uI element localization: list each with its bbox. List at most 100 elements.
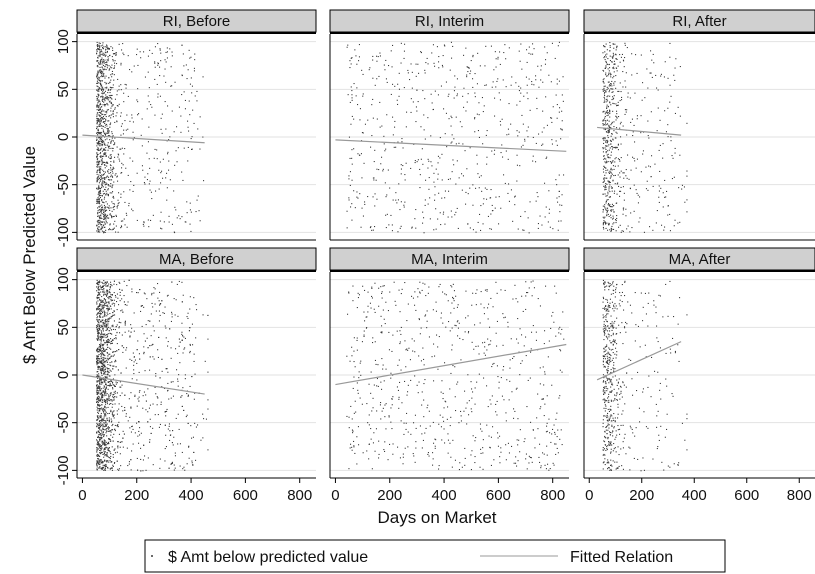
data-point [555,418,557,420]
data-point [138,371,140,373]
data-point [121,49,123,51]
data-point [113,462,115,464]
data-point [491,395,493,397]
data-point [490,297,492,299]
data-point [107,322,109,324]
data-point [447,406,449,408]
data-point [607,145,609,147]
data-point [603,82,605,84]
data-point [610,83,612,85]
data-point [106,443,108,445]
data-point [98,461,100,463]
data-point [444,45,446,47]
data-point [99,136,101,138]
data-point [163,221,165,223]
data-point [670,95,672,97]
data-point [108,449,110,451]
data-point [104,223,106,225]
data-point [106,334,108,336]
data-point [132,160,134,162]
data-point [607,68,609,70]
data-point [108,291,110,293]
data-point [470,60,472,62]
data-point [478,114,480,116]
data-point [457,227,459,229]
data-point [99,455,101,457]
data-point [101,354,103,356]
data-point [181,339,183,341]
data-point [615,222,617,224]
data-point [521,360,523,362]
data-point [605,202,607,204]
data-point [102,162,104,164]
data-point [114,361,116,363]
data-point [102,311,104,313]
data-point [403,50,405,52]
data-point [98,458,100,460]
y-tick-label: 50 [55,81,72,98]
data-point [485,84,487,86]
data-point [616,116,618,118]
data-point [177,378,179,380]
data-point [109,313,111,315]
data-point [111,294,113,296]
data-point [606,75,608,77]
data-point [442,291,444,293]
data-point [116,207,118,209]
data-point [609,45,611,47]
data-point [605,151,607,153]
data-point [181,75,183,77]
data-point [97,362,99,364]
data-point [602,222,604,224]
data-point [679,66,681,68]
data-point [615,49,617,51]
data-point [445,294,447,296]
data-point [117,231,119,233]
data-point [614,63,616,65]
data-point [614,158,616,160]
data-point [608,144,610,146]
data-point [99,329,101,331]
data-point [104,326,106,328]
data-point [545,206,547,208]
data-point [606,104,608,106]
data-point [101,184,103,186]
data-point [152,356,154,358]
data-point [100,112,102,114]
data-point [114,430,116,432]
data-point [110,365,112,367]
data-point [137,469,139,471]
data-point [609,109,611,111]
data-point [362,132,364,134]
data-point [118,408,120,410]
data-point [157,43,159,45]
data-point [97,338,99,340]
data-point [121,162,123,164]
data-point [348,197,350,199]
data-point [603,181,605,183]
data-point [100,450,102,452]
data-point [100,115,102,117]
data-point [346,210,348,212]
data-point [121,298,123,300]
data-point [107,130,109,132]
data-point [100,121,102,123]
data-point [154,414,156,416]
data-point [146,179,148,181]
data-point [175,348,177,350]
data-point [561,194,563,196]
data-point [145,394,147,396]
data-point [99,303,101,305]
data-point [519,165,521,167]
data-point [113,393,115,395]
data-point [624,109,626,111]
data-point [108,172,110,174]
data-point [103,155,105,157]
data-point [100,394,102,396]
data-point [101,391,103,393]
data-point [524,211,526,213]
data-point [102,390,104,392]
data-point [531,461,533,463]
data-point [667,214,669,216]
data-point [101,109,103,111]
